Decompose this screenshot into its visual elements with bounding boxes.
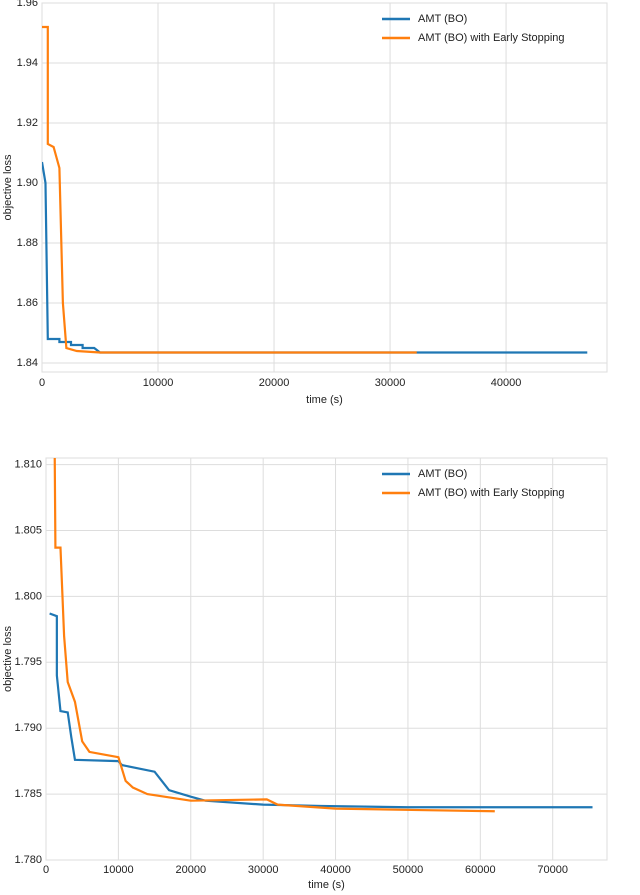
y-tick-label: 1.790 [14, 722, 42, 734]
x-tick-label: 10000 [143, 377, 174, 389]
y-tick-label: 1.94 [17, 57, 38, 69]
y-tick-label: 1.84 [17, 357, 38, 369]
x-tick-label: 30000 [375, 377, 406, 389]
x-tick-label: 0 [39, 377, 45, 389]
legend-label: AMT (BO) [418, 468, 467, 480]
x-tick-label: 10000 [103, 864, 134, 876]
x-tick-label: 70000 [537, 864, 568, 876]
y-axis-label: objective loss [2, 154, 14, 221]
x-tick-label: 40000 [320, 864, 351, 876]
series-line [49, 612, 593, 809]
plot-area [45, 457, 608, 861]
chart: 0 10000 20000 30000 40000 1.84 1.86 1.88 1.90 1.9… [2, 0, 608, 406]
y-tick-label: 1.88 [17, 237, 38, 249]
y-tick-label: 1.800 [14, 590, 42, 602]
x-axis-label: time (s) [306, 394, 343, 406]
x-axis-label: time (s) [308, 879, 345, 891]
x-tick-label: 30000 [248, 864, 279, 876]
y-tick-label: 1.780 [14, 854, 42, 866]
chart: 0 10000 20000 30000 40000 50000 60000 70000 1.78… [2, 457, 608, 891]
y-tick-label: 1.92 [17, 117, 38, 129]
y-axis-label: objective loss [2, 625, 14, 692]
x-tick-label: 20000 [259, 377, 290, 389]
plot-area [41, 2, 608, 373]
y-tick-label: 1.805 [14, 524, 42, 536]
y-tick-label: 1.810 [14, 458, 42, 470]
legend-label: AMT (BO) with Early Stopping [418, 487, 565, 499]
series-line [53, 458, 495, 813]
series-line [42, 161, 588, 354]
y-tick-label: 1.96 [17, 0, 38, 9]
x-tick-label: 40000 [491, 377, 522, 389]
x-tick-label: 50000 [393, 864, 424, 876]
x-tick-label: 20000 [175, 864, 206, 876]
series-line [42, 25, 417, 354]
y-tick-label: 1.795 [14, 656, 42, 668]
legend-label: AMT (BO) with Early Stopping [418, 32, 565, 44]
y-tick-label: 1.90 [17, 177, 38, 189]
legend-label: AMT (BO) [418, 13, 467, 25]
x-tick-label: 0 [43, 864, 49, 876]
y-tick-label: 1.86 [17, 297, 38, 309]
y-tick-label: 1.785 [14, 788, 42, 800]
x-tick-label: 60000 [465, 864, 496, 876]
